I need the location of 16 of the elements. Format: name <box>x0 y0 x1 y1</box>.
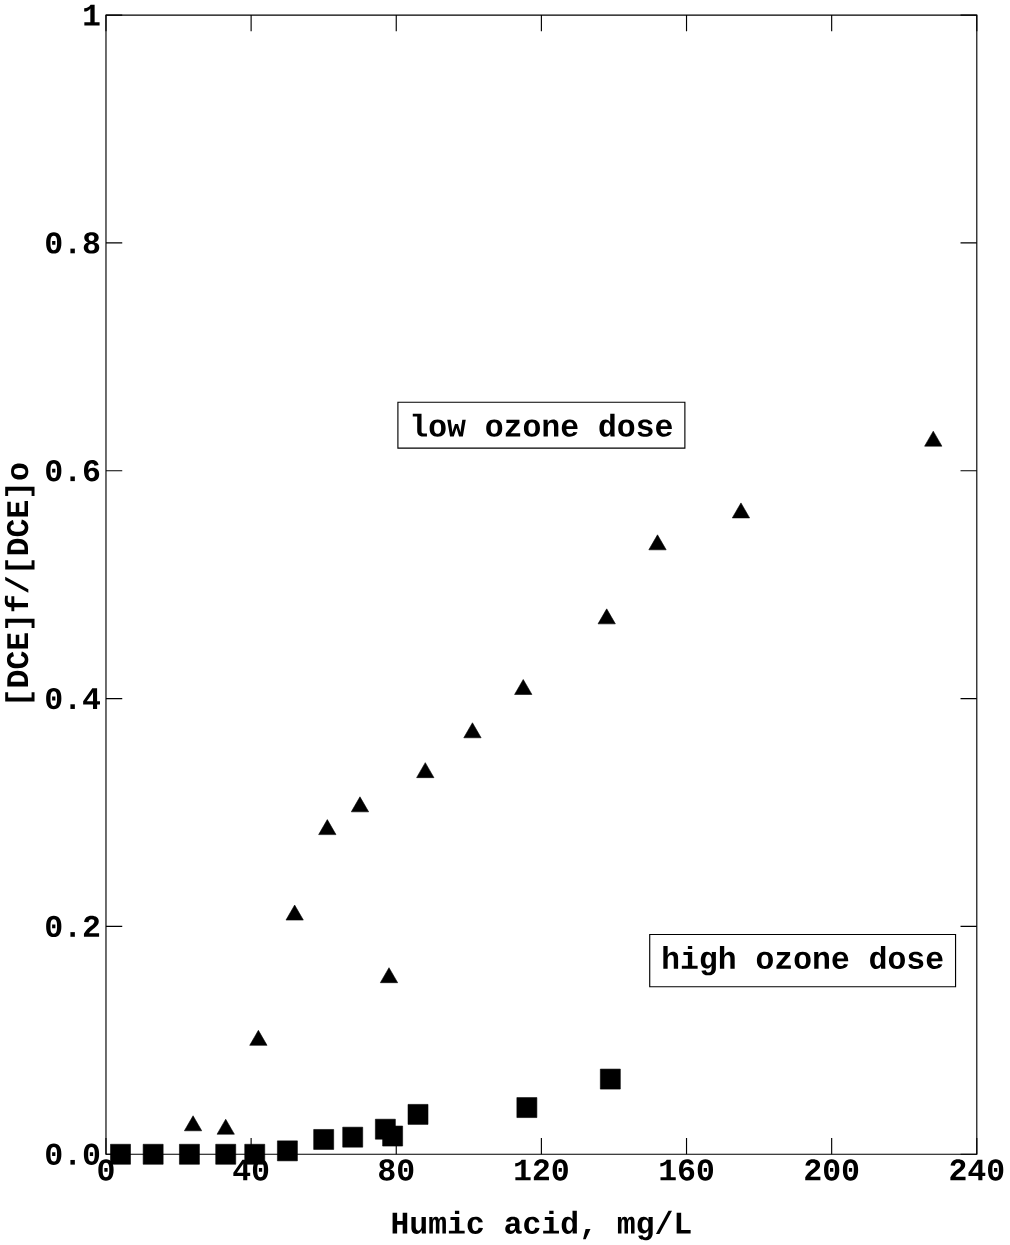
x-tick-label: 0 <box>98 1159 114 1181</box>
y-tick-label: 0.8 <box>46 232 100 254</box>
y-tick-label: 0.6 <box>46 460 100 482</box>
annotation: low ozone dose <box>412 413 672 437</box>
x-tick-label: 120 <box>515 1159 568 1181</box>
y-axis-title: [DCE]f/[DCE]o <box>4 463 35 702</box>
x-tick-label: 80 <box>379 1159 414 1181</box>
y-tick-label: 0.4 <box>46 687 101 710</box>
x-tick-label: 160 <box>660 1159 714 1181</box>
y-tick-label: 0.0 <box>46 1143 100 1165</box>
x-tick-label: 240 <box>950 1159 1004 1181</box>
annotation: high ozone dose <box>663 945 943 976</box>
x-tick-label: 200 <box>805 1159 859 1181</box>
x-axis-title: Humic acid, mg/L <box>392 1210 691 1241</box>
y-tick-label: 1 <box>84 4 100 26</box>
y-tick-label: 0.2 <box>46 915 100 938</box>
